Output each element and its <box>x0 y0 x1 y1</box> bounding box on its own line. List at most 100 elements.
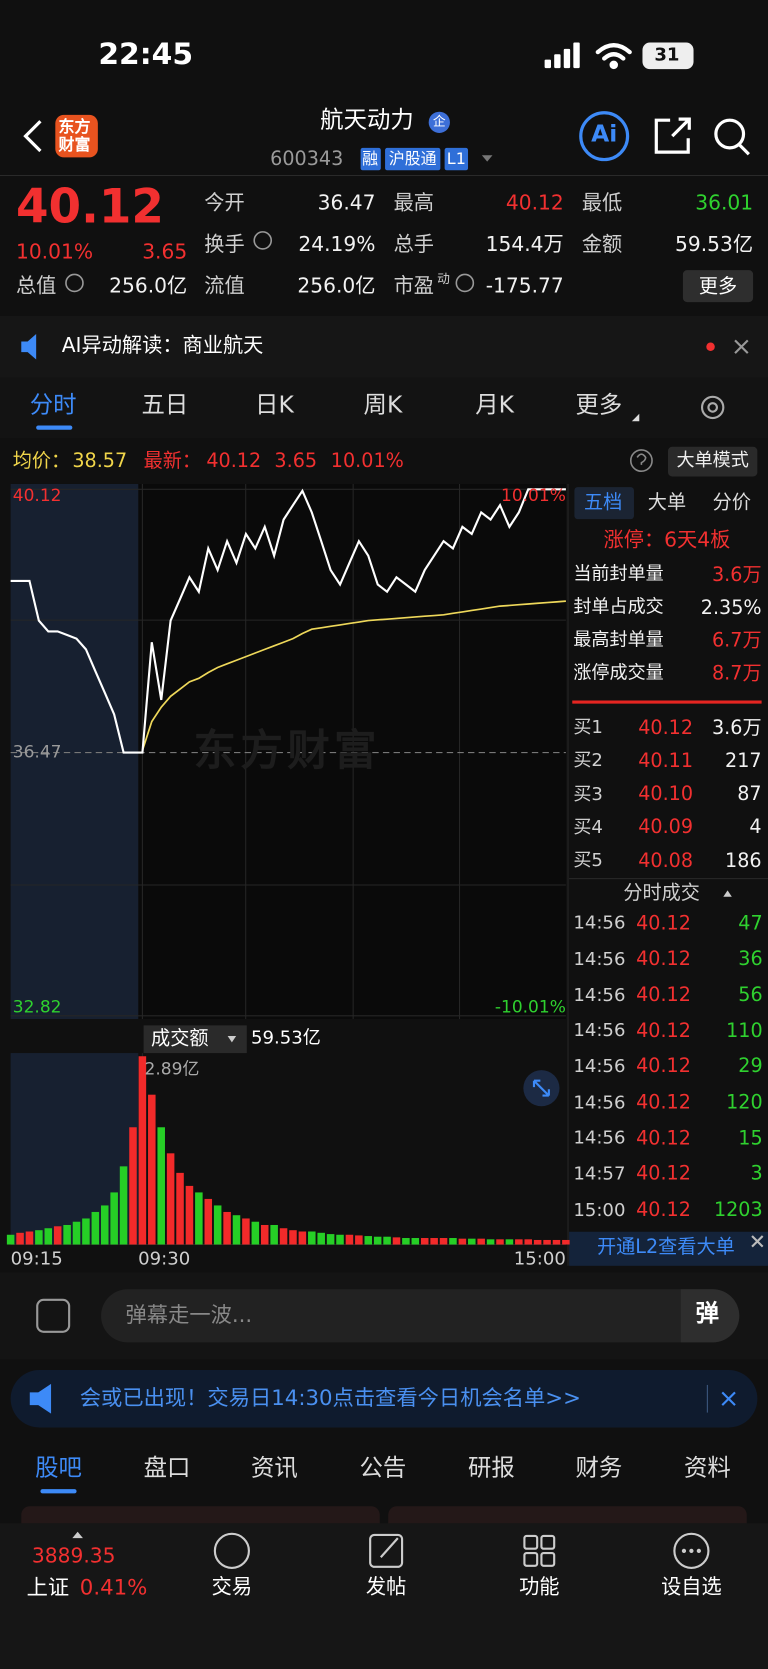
volume-bar <box>317 1232 325 1245</box>
comment-icon[interactable] <box>36 1298 71 1333</box>
y-tick-label: 36.47 <box>12 741 62 762</box>
bottom-tab[interactable]: 研报 <box>468 1455 515 1482</box>
trade-time: 14:57 <box>573 1163 626 1185</box>
more-button[interactable] <box>682 270 754 303</box>
ai-button[interactable] <box>579 111 630 162</box>
danmu-text[interactable]: 弹 <box>695 1301 720 1328</box>
function-icon[interactable] <box>523 1534 556 1567</box>
notice-bar[interactable] <box>10 1370 758 1428</box>
tab[interactable]: 更多 <box>575 392 623 420</box>
settings-button[interactable] <box>700 395 725 420</box>
change-pct: 10.01% <box>15 240 94 264</box>
volume-bar <box>373 1236 382 1245</box>
latest-label: 最新： <box>143 449 202 472</box>
bid-price: 40.10 <box>638 783 694 806</box>
volume-bar <box>298 1231 307 1245</box>
stat-value: 59.53亿 <box>675 232 754 257</box>
trade-icon[interactable] <box>213 1532 250 1569</box>
comment-input[interactable] <box>101 1289 740 1343</box>
stat-value: 256.0亿 <box>297 274 376 298</box>
bottom-tab[interactable]: 资讯 <box>251 1455 298 1482</box>
bottom-tab[interactable]: 股吧 <box>35 1455 82 1482</box>
volume-bar <box>223 1211 231 1245</box>
tab[interactable]: 周K <box>363 392 403 420</box>
volume-bar <box>562 1239 570 1245</box>
ai-banner-text[interactable]: AI异动解读：商业航天 <box>61 333 264 358</box>
volume-bar <box>430 1238 438 1245</box>
volume-bar <box>176 1172 184 1245</box>
bottom-tab[interactable]: 公告 <box>359 1455 407 1482</box>
seal-value: 6.7万 <box>711 629 762 652</box>
bottom-tab[interactable]: 盘口 <box>143 1455 191 1482</box>
tag-text: 融 <box>362 149 379 169</box>
trade-volume: 120 <box>726 1091 763 1114</box>
share-button[interactable] <box>654 117 691 154</box>
search-button[interactable] <box>714 118 750 156</box>
comment-placeholder[interactable]: 弹幕走一波... <box>125 1302 253 1328</box>
volume-bar <box>100 1205 109 1245</box>
ai-text[interactable]: Ai <box>591 121 618 149</box>
side-tab[interactable]: 分价 <box>712 490 751 514</box>
l2-text[interactable]: 开通L2查看大单 <box>597 1235 735 1258</box>
volume-bar <box>82 1218 90 1245</box>
badge-text: 企 <box>432 113 446 129</box>
volume-bar <box>383 1236 391 1245</box>
nav-item[interactable]: 设自选 <box>661 1575 722 1599</box>
stat-label: 换手 <box>204 232 245 257</box>
tag <box>444 147 469 171</box>
index-value: 3889.35 <box>31 1544 116 1568</box>
volume-label[interactable]: 成交额 <box>151 1027 209 1050</box>
trade-volume: 29 <box>738 1055 763 1078</box>
trade-time: 14:56 <box>573 1092 626 1114</box>
more-button-text[interactable]: 更多 <box>698 275 738 298</box>
volume-bar <box>16 1232 24 1245</box>
volume-bar <box>91 1211 100 1245</box>
latest-change: 3.65 <box>274 449 318 472</box>
side-tab-active <box>574 487 634 520</box>
nav-item[interactable]: 发帖 <box>365 1575 407 1599</box>
watchlist-icon[interactable] <box>673 1532 710 1569</box>
post-icon[interactable] <box>369 1533 404 1568</box>
bid-label: 买3 <box>573 783 603 805</box>
volume-bar <box>148 1094 156 1245</box>
volume-bar <box>458 1238 467 1245</box>
seal-label: 当前封单量 <box>573 563 664 586</box>
volume-bar <box>533 1239 542 1245</box>
tab[interactable]: 五日 <box>141 392 189 420</box>
help-icon[interactable] <box>629 449 653 473</box>
tab[interactable]: 日K <box>255 392 294 420</box>
side-tab[interactable]: 大单 <box>647 490 687 514</box>
nav-item[interactable]: 功能 <box>519 1575 560 1599</box>
notice-text[interactable]: 会或已出现！交易日14:30点击查看今日机会名单>> <box>79 1386 581 1410</box>
volume-bar <box>232 1215 241 1245</box>
trade-time: 14:56 <box>573 948 626 970</box>
x-tick-label: 09:15 <box>10 1248 63 1271</box>
stat-label: 最高 <box>393 191 435 215</box>
tab[interactable]: 月K <box>475 392 514 420</box>
tab[interactable]: 分时 <box>29 392 77 420</box>
side-tab[interactable]: 五档 <box>583 490 623 514</box>
mode-button[interactable] <box>668 446 758 477</box>
mode-button-text[interactable]: 大单模式 <box>676 450 749 472</box>
bottom-tab[interactable]: 资料 <box>683 1455 731 1482</box>
l2-banner[interactable] <box>569 1231 768 1266</box>
close-button[interactable] <box>734 339 749 354</box>
back-button[interactable] <box>23 120 42 153</box>
bottom-tab[interactable]: 财务 <box>575 1455 623 1482</box>
volume-bar <box>420 1238 429 1245</box>
volume-bar <box>505 1239 514 1245</box>
volume-bar <box>355 1235 363 1245</box>
danmu-button[interactable] <box>680 1289 740 1343</box>
y2-tick-label: -10.01% <box>494 996 566 1017</box>
tab-underline <box>36 425 73 430</box>
stock-code: 600343 <box>270 147 344 170</box>
trade-volume: 56 <box>738 983 763 1007</box>
volume-bar <box>392 1237 401 1245</box>
nav-item[interactable]: 交易 <box>211 1575 253 1599</box>
volume-bar <box>119 1166 128 1245</box>
stat-label: 总值 <box>15 274 57 298</box>
volume-selector[interactable] <box>143 1025 247 1054</box>
watermark: 东方财富 <box>193 726 381 776</box>
